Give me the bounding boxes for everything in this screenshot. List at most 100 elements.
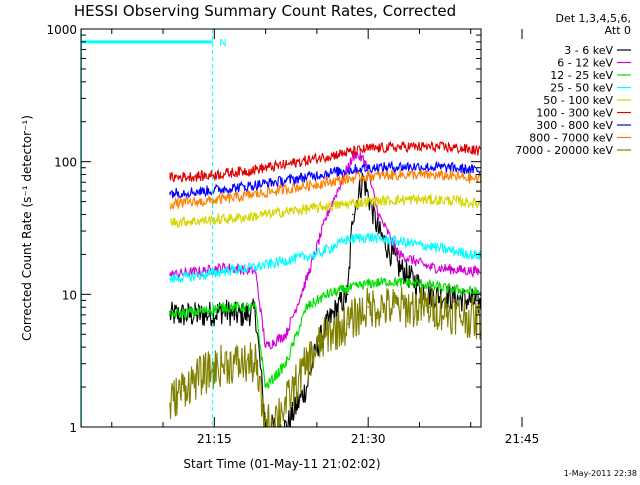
data-point bbox=[223, 306, 226, 309]
data-point bbox=[491, 180, 493, 182]
data-point bbox=[169, 274, 171, 276]
data-point bbox=[428, 306, 431, 309]
data-point bbox=[532, 158, 534, 160]
data-point bbox=[398, 240, 400, 243]
series-line-300-800-kev bbox=[169, 160, 481, 199]
data-point bbox=[552, 274, 554, 276]
data-point bbox=[244, 185, 246, 188]
data-point bbox=[367, 175, 370, 177]
data-point bbox=[169, 314, 171, 316]
data-point bbox=[169, 221, 171, 223]
legend-label: 3 - 6 keV bbox=[564, 44, 613, 57]
data-point bbox=[169, 278, 171, 281]
data-point bbox=[203, 190, 205, 192]
data-point bbox=[203, 175, 205, 177]
data-point bbox=[532, 297, 534, 299]
data-point bbox=[418, 283, 421, 285]
data-point bbox=[449, 288, 452, 290]
data-point bbox=[387, 280, 390, 283]
data-point bbox=[593, 334, 595, 336]
x-tick-label: 21:45 bbox=[505, 432, 540, 446]
data-point bbox=[326, 172, 329, 174]
data-point bbox=[305, 386, 308, 388]
data-point bbox=[182, 386, 185, 388]
data-point bbox=[428, 266, 431, 269]
data-point bbox=[234, 314, 236, 316]
data-point bbox=[244, 170, 246, 172]
data-point bbox=[593, 274, 595, 276]
series-line-7000-20000-kev bbox=[169, 286, 481, 427]
data-point bbox=[305, 362, 308, 365]
data-point bbox=[285, 402, 287, 405]
data-point bbox=[521, 334, 523, 336]
data-point bbox=[408, 145, 411, 148]
data-point bbox=[367, 148, 370, 150]
data-point bbox=[326, 293, 329, 296]
data-point bbox=[593, 363, 595, 365]
data-point bbox=[285, 362, 287, 365]
data-point bbox=[264, 346, 267, 348]
data-point bbox=[326, 181, 329, 183]
data-point bbox=[367, 306, 370, 309]
data-point bbox=[285, 179, 287, 182]
data-point bbox=[449, 166, 452, 169]
data-point bbox=[532, 177, 534, 179]
data-point bbox=[285, 210, 287, 213]
data-point bbox=[352, 213, 354, 216]
data-point bbox=[377, 230, 380, 232]
data-point bbox=[634, 281, 636, 283]
data-point bbox=[532, 186, 534, 188]
y-tick-label: 1000 bbox=[46, 23, 77, 37]
y-tick-label: 1 bbox=[69, 421, 77, 435]
y-tick-label: 100 bbox=[54, 156, 77, 170]
data-point bbox=[408, 198, 411, 201]
data-point bbox=[491, 171, 493, 173]
data-point bbox=[469, 299, 472, 302]
data-point bbox=[367, 200, 370, 203]
data-point bbox=[377, 213, 380, 216]
data-point bbox=[244, 216, 246, 219]
data-point bbox=[367, 283, 370, 285]
data-point bbox=[511, 260, 513, 262]
data-point bbox=[491, 151, 493, 153]
x-tick-label: 21:30 bbox=[351, 432, 386, 446]
data-point bbox=[614, 300, 616, 302]
night-label: N bbox=[219, 38, 226, 49]
data-point bbox=[449, 175, 452, 177]
series-line-3-6-kev bbox=[169, 172, 481, 427]
data-point bbox=[285, 333, 287, 336]
chart-title: HESSI Observing Summary Count Rates, Cor… bbox=[74, 2, 456, 20]
data-point bbox=[428, 245, 431, 248]
data-point bbox=[203, 270, 205, 272]
data-point bbox=[326, 213, 329, 216]
data-point bbox=[367, 166, 370, 169]
x-tick-label: 21:15 bbox=[197, 432, 232, 446]
series-line-50-100-kev bbox=[169, 193, 481, 229]
data-point bbox=[511, 314, 513, 316]
data-point bbox=[254, 306, 257, 309]
data-point bbox=[244, 314, 246, 316]
timestamp-label: 1-May-2011 22:38 bbox=[564, 469, 637, 478]
data-point bbox=[398, 253, 400, 256]
data-point bbox=[367, 236, 370, 238]
data-point bbox=[203, 219, 205, 222]
data-point bbox=[169, 192, 171, 194]
data-point bbox=[491, 204, 493, 206]
legend-label: 300 - 800 keV bbox=[536, 119, 613, 132]
data-point bbox=[614, 223, 616, 225]
data-point bbox=[336, 306, 339, 309]
data-point bbox=[346, 288, 349, 290]
data-point bbox=[326, 155, 329, 157]
data-point bbox=[398, 306, 400, 309]
data-point bbox=[326, 205, 329, 208]
data-point bbox=[346, 238, 349, 241]
legend-label: 50 - 100 keV bbox=[543, 94, 613, 107]
data-point bbox=[223, 362, 226, 365]
data-point bbox=[459, 314, 462, 316]
y-tick-label: 10 bbox=[62, 288, 77, 302]
data-point bbox=[469, 270, 472, 272]
